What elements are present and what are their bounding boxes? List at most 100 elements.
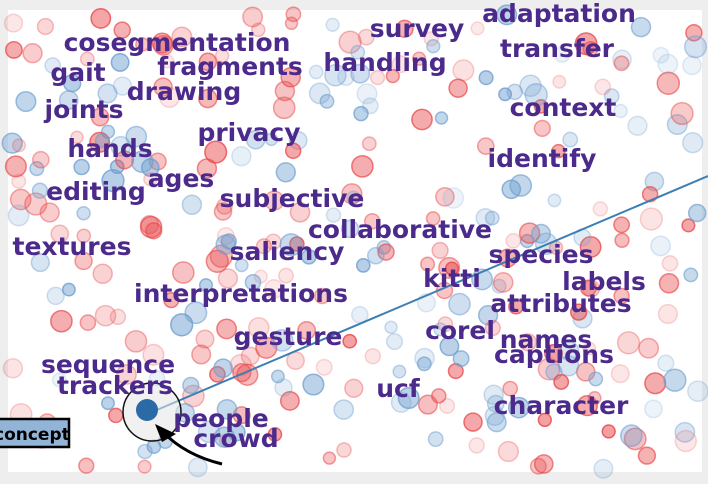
scatter-point bbox=[92, 263, 113, 285]
scatter-point bbox=[58, 90, 79, 110]
scatter-point bbox=[411, 51, 427, 66]
scatter-point bbox=[153, 77, 173, 97]
scatter-point bbox=[79, 51, 95, 67]
scatter-point bbox=[232, 362, 252, 383]
scatter-point bbox=[350, 63, 371, 84]
scatter-point bbox=[30, 252, 50, 273]
scatter-point bbox=[214, 48, 230, 64]
scatter-point bbox=[94, 304, 117, 327]
scatter-point bbox=[674, 421, 696, 443]
scatter-point bbox=[247, 316, 270, 339]
scatter-point bbox=[670, 101, 694, 126]
scatter-point bbox=[143, 172, 158, 187]
scatter-point bbox=[139, 215, 163, 239]
scatter-point bbox=[79, 314, 97, 331]
scatter-point bbox=[491, 278, 507, 294]
scatter-point bbox=[576, 394, 598, 417]
concept-label-box bbox=[0, 417, 71, 449]
word-label: crowd bbox=[193, 424, 278, 453]
scatter-point bbox=[73, 158, 90, 176]
scatter-point bbox=[448, 292, 471, 316]
scatter-point bbox=[112, 76, 133, 96]
scatter-point bbox=[70, 130, 84, 144]
scatter-point bbox=[11, 138, 27, 153]
scatter-point bbox=[496, 4, 518, 26]
scatter-point bbox=[215, 234, 236, 255]
scatter-point bbox=[507, 396, 530, 419]
scatter-point bbox=[110, 52, 130, 72]
word-label: species bbox=[489, 240, 594, 269]
scatter-point bbox=[216, 227, 235, 246]
scatter-point bbox=[234, 258, 249, 273]
word-label: identify bbox=[488, 144, 597, 173]
scatter-point bbox=[338, 30, 362, 54]
scatter-point bbox=[346, 190, 361, 205]
scatter-point bbox=[158, 86, 181, 108]
scatter-point bbox=[411, 108, 433, 131]
scatter-point bbox=[31, 150, 50, 169]
scatter-point bbox=[547, 193, 562, 208]
scatter-point bbox=[272, 96, 296, 120]
word-label: saliency bbox=[230, 237, 345, 266]
scatter-point bbox=[280, 67, 301, 88]
scatter-point bbox=[108, 407, 124, 424]
scatter-point bbox=[661, 255, 679, 272]
scatter-point bbox=[613, 287, 630, 305]
scatter-point bbox=[553, 46, 571, 63]
word-label: captions bbox=[494, 340, 614, 369]
highlight-point bbox=[136, 399, 158, 421]
word-label: people bbox=[173, 404, 268, 433]
scatter-point bbox=[289, 201, 311, 223]
scatter-point bbox=[363, 213, 381, 230]
scatter-point bbox=[137, 459, 152, 474]
word-label: trackers bbox=[57, 371, 173, 400]
scatter-point bbox=[319, 93, 335, 109]
scatter-point bbox=[559, 340, 580, 362]
word-label: gait bbox=[50, 58, 105, 87]
word-label: corel bbox=[425, 316, 495, 345]
word-label: context bbox=[510, 93, 617, 122]
scatter-point bbox=[508, 298, 524, 315]
scatter-point bbox=[115, 150, 135, 170]
scatter-point bbox=[502, 380, 519, 397]
scatter-point bbox=[255, 238, 272, 255]
scatter-point bbox=[50, 224, 70, 244]
scatter-point bbox=[342, 333, 358, 349]
scatter-point bbox=[630, 16, 652, 38]
trend-line bbox=[151, 175, 708, 413]
scatter-point bbox=[308, 82, 331, 105]
scatter-point bbox=[627, 115, 648, 136]
scatter-point bbox=[452, 350, 470, 368]
scatter-point bbox=[613, 103, 628, 119]
scatter-point bbox=[366, 246, 385, 265]
word-label: joints bbox=[44, 95, 124, 124]
scatter-point bbox=[537, 412, 552, 428]
scatter-point bbox=[76, 205, 91, 221]
scatter-point bbox=[612, 49, 632, 70]
word-label: hands bbox=[67, 134, 152, 163]
annotation-arrow-head bbox=[155, 424, 176, 442]
scatter-point bbox=[562, 131, 579, 148]
scatter-point bbox=[683, 267, 699, 283]
scatter-point bbox=[135, 37, 150, 52]
scatter-point bbox=[582, 341, 597, 356]
scatter-point bbox=[357, 28, 375, 46]
scatter-point bbox=[582, 279, 601, 298]
scatter-point bbox=[195, 329, 215, 349]
scatter-point bbox=[497, 440, 520, 463]
scatter-point bbox=[142, 343, 165, 366]
scatter-point bbox=[484, 210, 500, 226]
scatter-point bbox=[353, 105, 369, 122]
scatter-point bbox=[533, 454, 554, 474]
scatter-point bbox=[448, 78, 468, 98]
scatter-point bbox=[435, 186, 455, 207]
scatter-point bbox=[385, 333, 404, 351]
scatter-point bbox=[315, 358, 333, 376]
scatter-point bbox=[468, 437, 485, 454]
scatter-point bbox=[184, 301, 208, 325]
scatter-point bbox=[39, 202, 60, 223]
scatter-point bbox=[425, 211, 441, 226]
scatter-point bbox=[650, 235, 672, 257]
word-label: adaptation bbox=[482, 0, 636, 28]
